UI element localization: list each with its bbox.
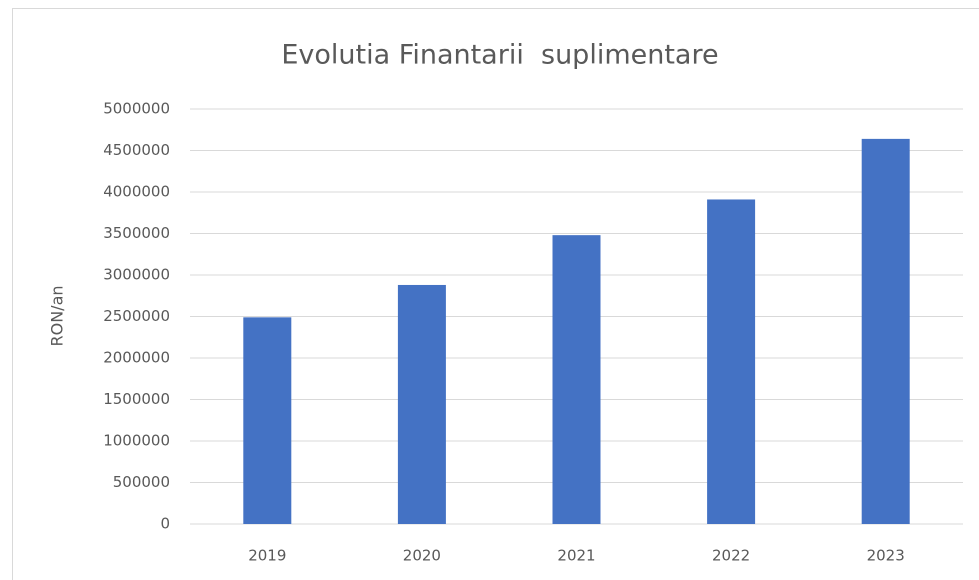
x-tick-label: 2020 [403,547,441,565]
y-tick-label: 0 [160,515,170,533]
y-tick-label: 3500000 [103,224,170,242]
bar [861,138,910,524]
x-tick-label: 2023 [867,547,905,565]
y-tick-label: 3000000 [103,266,170,284]
y-tick-label: 2500000 [103,307,170,325]
y-tick-label: 1000000 [103,432,170,450]
bar [707,199,756,524]
y-axis-label: RON/an [48,285,67,346]
x-tick-label: 2019 [248,547,286,565]
y-tick-label: 5000000 [103,100,170,118]
bar [243,317,292,524]
y-tick-label: 2000000 [103,349,170,367]
x-tick-label: 2022 [712,547,750,565]
y-tick-label: 1500000 [103,390,170,408]
y-tick-label: 500000 [113,473,170,491]
bar [397,284,446,524]
chart-frame [12,8,979,580]
chart-title: Evolutia Finantarii suplimentare [281,40,718,71]
y-tick-label: 4000000 [103,183,170,201]
y-tick-label: 4500000 [103,141,170,159]
x-tick-label: 2021 [557,547,595,565]
bar [552,235,601,524]
